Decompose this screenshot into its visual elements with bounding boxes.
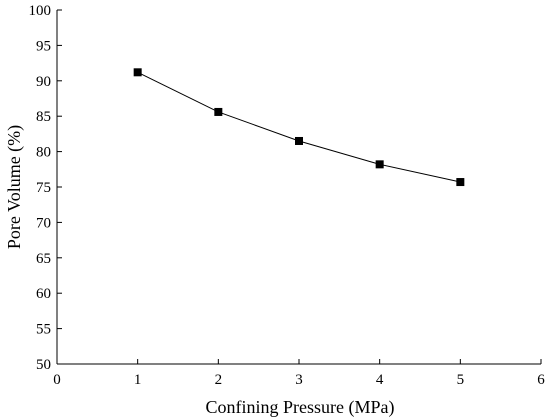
x-tick-label: 1 bbox=[134, 372, 142, 388]
y-tick-label: 55 bbox=[36, 322, 51, 338]
data-point bbox=[375, 160, 384, 169]
x-tick-label: 3 bbox=[295, 372, 303, 388]
x-tick-label: 6 bbox=[537, 372, 545, 388]
data-point bbox=[214, 107, 223, 116]
y-tick-label: 50 bbox=[36, 357, 51, 373]
data-point bbox=[133, 68, 142, 77]
y-tick-label: 100 bbox=[29, 3, 52, 19]
x-axis-title: Confining Pressure (MPa) bbox=[206, 397, 395, 418]
data-point bbox=[295, 136, 303, 145]
x-tick-label: 0 bbox=[53, 372, 61, 388]
y-tick-label: 80 bbox=[36, 145, 51, 161]
axes bbox=[56, 10, 541, 365]
y-tick-label: 60 bbox=[36, 286, 51, 302]
y-tick-label: 65 bbox=[36, 251, 51, 267]
data-point bbox=[456, 178, 465, 187]
y-tick-label: 95 bbox=[36, 38, 51, 54]
y-tick-label: 90 bbox=[36, 74, 51, 90]
data-series bbox=[133, 68, 465, 187]
y-axis-title: Pore Volume (%) bbox=[4, 125, 25, 249]
series-line bbox=[137, 71, 461, 183]
y-axis-ticks: 50 55 60 65 70 75 80 85 90 95 100 bbox=[29, 3, 62, 373]
x-tick-label: 2 bbox=[215, 372, 223, 388]
y-tick-label: 70 bbox=[36, 215, 51, 231]
x-tick-label: 4 bbox=[376, 372, 384, 388]
y-tick-label: 75 bbox=[36, 180, 51, 196]
x-axis-ticks: 0 1 2 3 4 5 6 bbox=[53, 359, 545, 388]
y-tick-label: 85 bbox=[36, 109, 51, 125]
x-tick-label: 5 bbox=[457, 372, 465, 388]
